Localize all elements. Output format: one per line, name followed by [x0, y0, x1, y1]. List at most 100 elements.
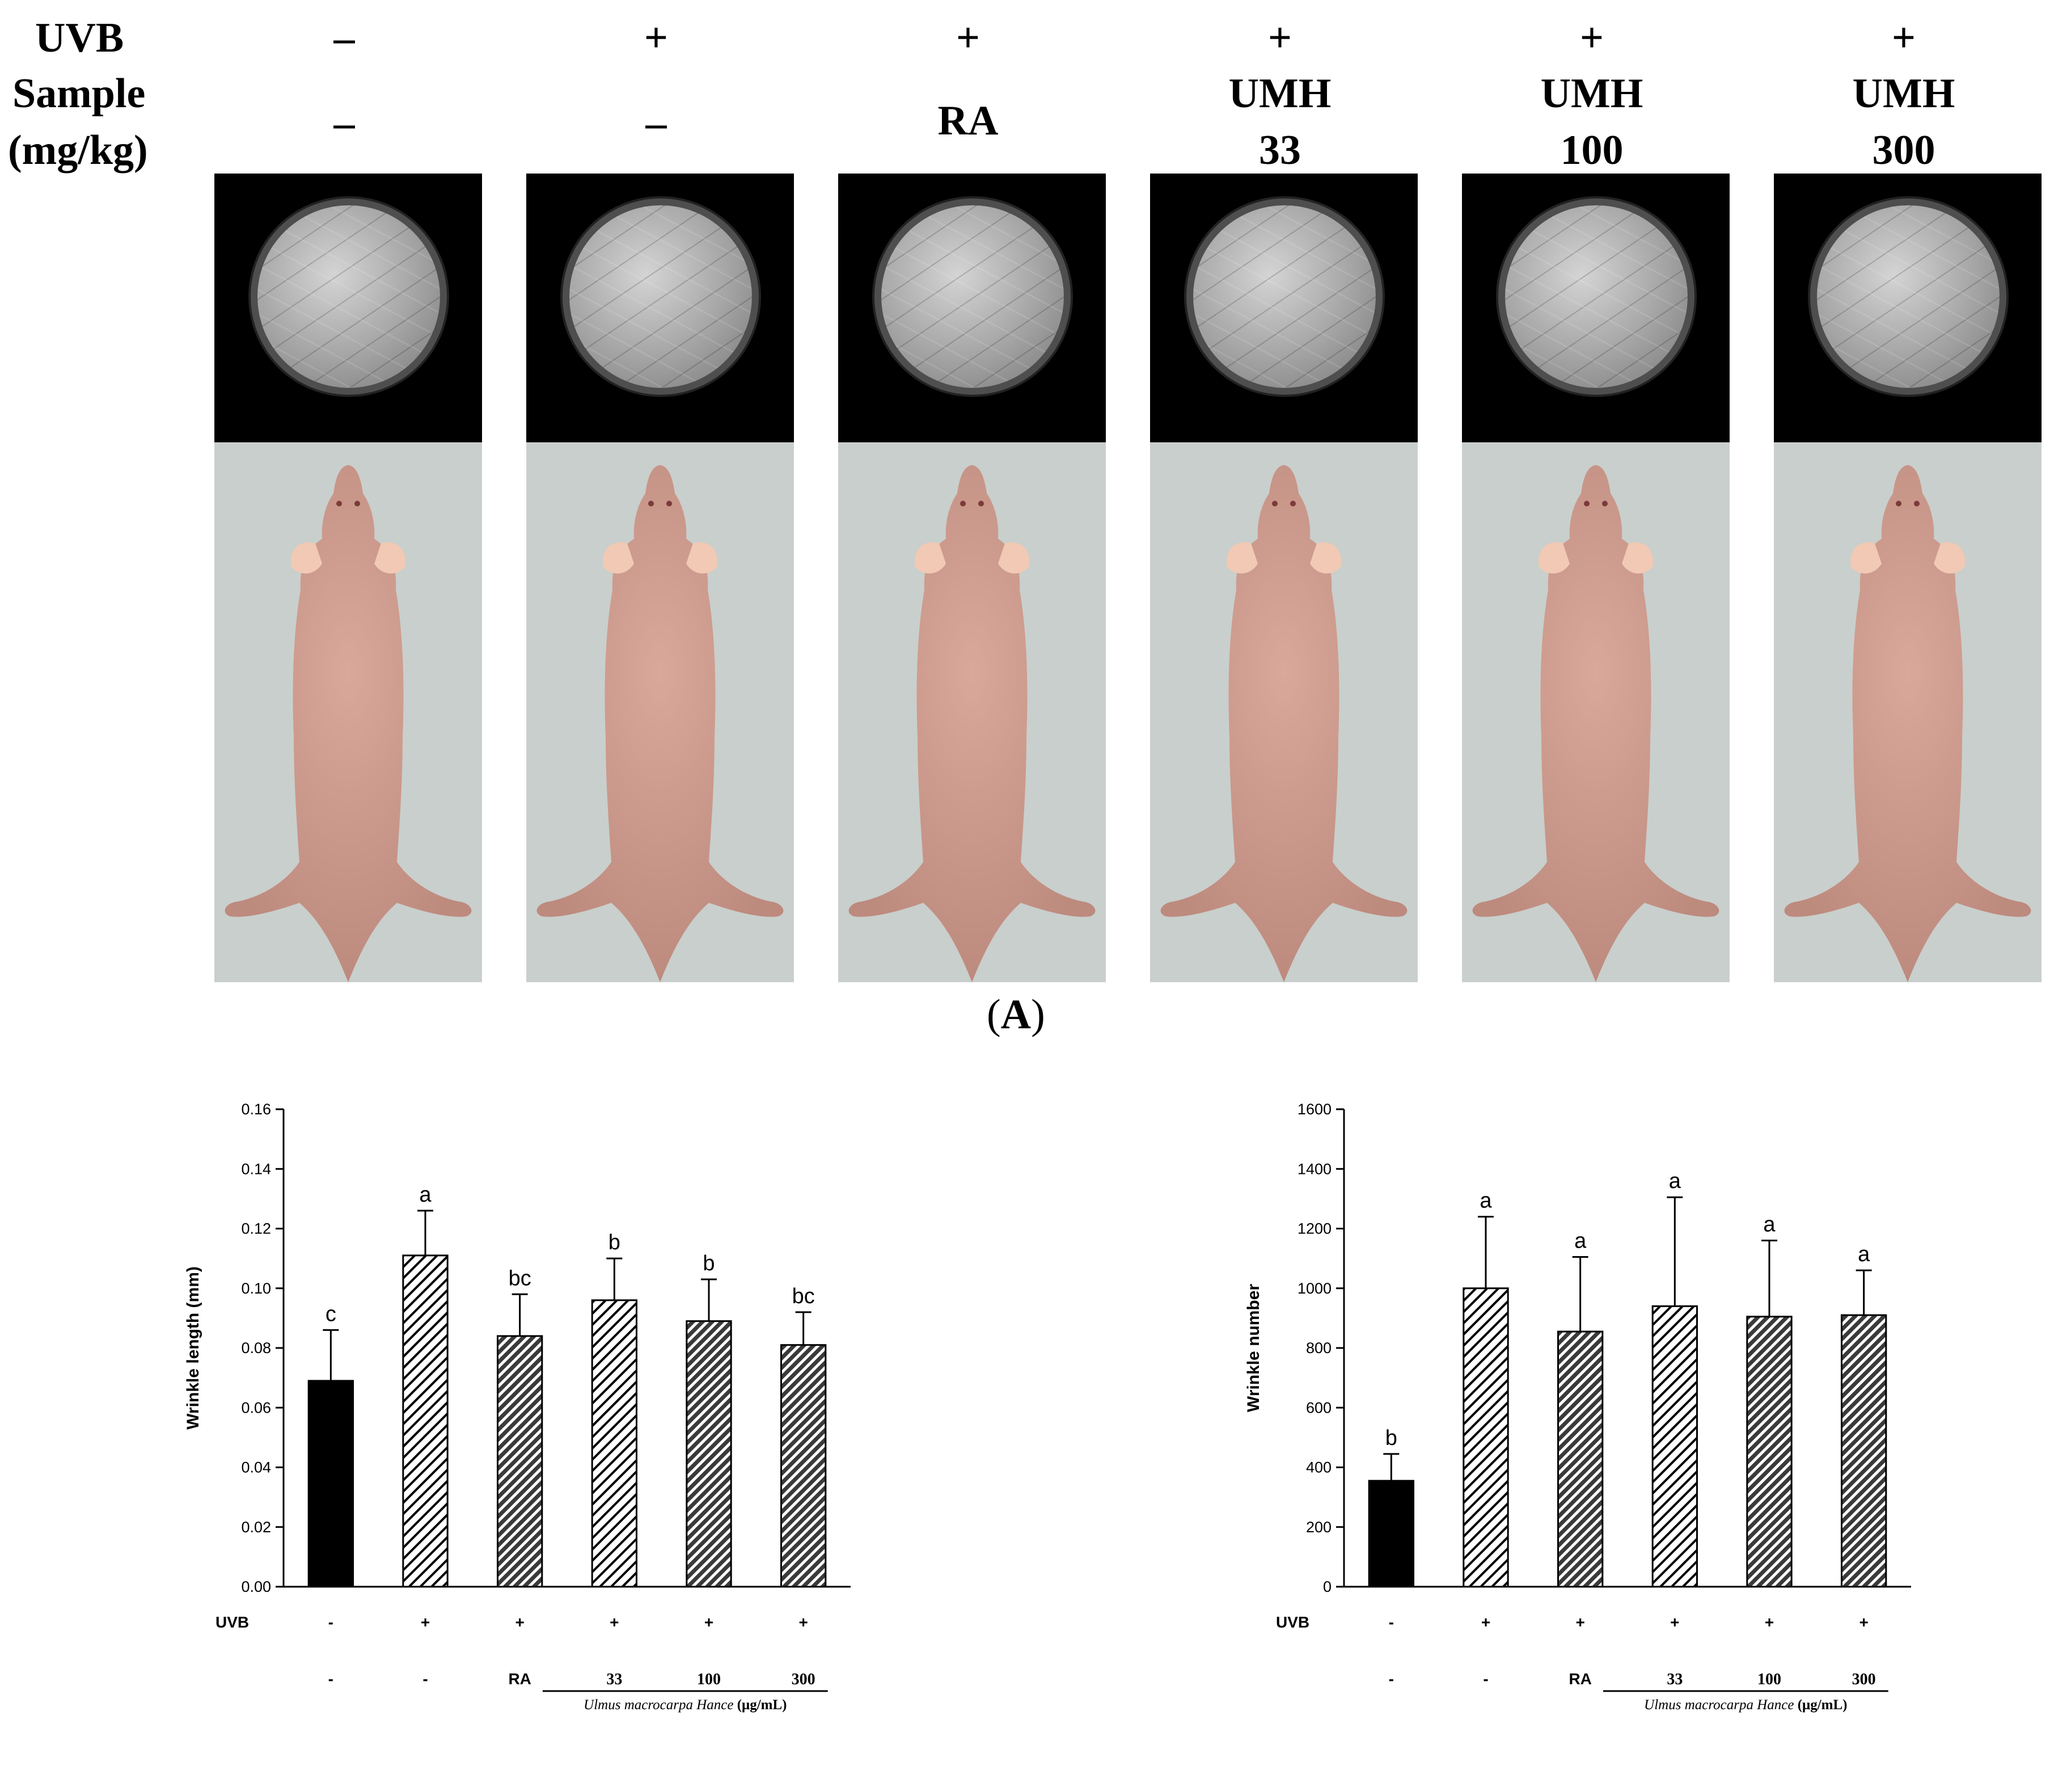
- skin-replica-image: [1774, 174, 2042, 442]
- y-tick-label: 0.08: [241, 1339, 271, 1356]
- col5-sample: UMH: [1540, 70, 1643, 117]
- chart-c: 0 200 400 600 800 1000 1200 1400 1600 Wrinkle num…: [1244, 1101, 1911, 1718]
- uvb-value: +: [515, 1613, 524, 1631]
- uvb-value: +: [610, 1613, 619, 1631]
- col1-uvb: –: [333, 15, 355, 61]
- col4-sample: UMH: [1228, 70, 1332, 117]
- y-tick-label: 0.16: [241, 1101, 271, 1118]
- bar: [1746, 1316, 1793, 1588]
- y-tick-label: 0.02: [241, 1519, 271, 1536]
- col6-uvb: +: [1891, 15, 1916, 61]
- skin-replica-image: [214, 174, 482, 442]
- y-tick-label: 0.06: [241, 1399, 271, 1416]
- uvb-value: +: [1765, 1613, 1774, 1631]
- sample-value: -: [422, 1670, 428, 1688]
- sample-value: 33: [606, 1671, 622, 1688]
- significance-letter: b: [608, 1231, 620, 1254]
- y-tick-label: 600: [1306, 1399, 1332, 1416]
- y-tick-label: 1200: [1298, 1220, 1332, 1237]
- bar: [686, 1320, 732, 1588]
- chart-b: 0.00 0.02 0.04 0.06 0.08 0.10 0.12 0.14 0.16 Wrin…: [184, 1101, 851, 1718]
- col3-dose: RA: [937, 98, 999, 144]
- panel-caption: (C): [1576, 1717, 1634, 1718]
- panel-caption: (B): [517, 1717, 573, 1718]
- sample-value: RA: [1569, 1670, 1591, 1688]
- uvb-value: +: [798, 1613, 808, 1631]
- y-tick-label: 0.00: [241, 1578, 271, 1595]
- mouse-photo: [1150, 442, 1418, 982]
- group-label: Ulmus macrocarpa Hance (μg/mL): [1644, 1697, 1847, 1713]
- significance-letter: b: [1385, 1426, 1397, 1450]
- sample-row-label: Sample: [12, 70, 146, 117]
- group-label: Ulmus macrocarpa Hance (μg/mL): [584, 1697, 787, 1713]
- bar: [591, 1299, 638, 1588]
- col3-uvb: +: [956, 15, 980, 61]
- uvb-value: +: [1575, 1613, 1584, 1631]
- uvb-value: +: [704, 1613, 713, 1631]
- mouse-photo: [214, 442, 482, 982]
- significance-letter: a: [1574, 1229, 1587, 1253]
- sample-value: -: [328, 1670, 333, 1688]
- col6-sample: UMH: [1852, 70, 1955, 117]
- y-tick-label: 400: [1306, 1459, 1332, 1476]
- col2-dose: –: [645, 100, 667, 146]
- sample-value: -: [1483, 1670, 1488, 1688]
- uvb-value: -: [1389, 1613, 1394, 1631]
- mouse-panel-4: [1150, 174, 1418, 982]
- sample-value: -: [1389, 1670, 1394, 1688]
- uvb-value: -: [328, 1613, 333, 1631]
- mouse-panel-6: [1774, 174, 2042, 982]
- sample-value: 300: [1852, 1671, 1876, 1688]
- mouse-photo: [1774, 442, 2042, 982]
- col6-dose: 300: [1872, 127, 1935, 174]
- mouse-panel-2: [526, 174, 794, 982]
- y-axis-label: Wrinkle length (mm): [184, 1266, 202, 1430]
- y-tick-label: 1000: [1298, 1280, 1332, 1297]
- mouse-photo: [1462, 442, 1730, 982]
- uvb-value: +: [1859, 1613, 1868, 1631]
- col5-dose: 100: [1560, 127, 1624, 174]
- col4-uvb: +: [1267, 15, 1292, 61]
- skin-replica-image: [1462, 174, 1730, 442]
- bar: [780, 1344, 827, 1588]
- bar: [1368, 1480, 1414, 1588]
- mouse-panel-3: [838, 174, 1106, 982]
- uvb-value: +: [1670, 1613, 1679, 1631]
- y-tick-label: 0: [1323, 1578, 1332, 1595]
- uvb-value: +: [1481, 1613, 1490, 1631]
- y-tick-label: 1400: [1298, 1160, 1332, 1177]
- bar: [497, 1335, 543, 1588]
- y-tick-label: 800: [1306, 1339, 1332, 1356]
- mouse-panel-1: [214, 174, 482, 982]
- significance-letter: a: [1480, 1189, 1492, 1212]
- y-tick-label: 0.04: [241, 1459, 271, 1476]
- significance-letter: a: [419, 1183, 432, 1207]
- significance-letter: a: [1763, 1213, 1776, 1237]
- significance-letter: bc: [792, 1284, 815, 1308]
- mouse-panel-5: [1462, 174, 1730, 982]
- uvb-row-label: UVB: [35, 15, 124, 61]
- uvb-row-label: UVB: [215, 1613, 249, 1631]
- caption-a: (A): [987, 991, 1045, 1038]
- skin-replica-image: [526, 174, 794, 442]
- y-tick-label: 200: [1306, 1519, 1332, 1536]
- col1-dose: –: [333, 100, 355, 146]
- col5-uvb: +: [1579, 15, 1604, 61]
- sample-value: 100: [697, 1671, 721, 1688]
- y-tick-label: 0.14: [241, 1160, 271, 1177]
- significance-letter: a: [1669, 1169, 1681, 1193]
- col4-dose: 33: [1259, 127, 1301, 174]
- sample-value: RA: [508, 1670, 531, 1688]
- skin-replica-image: [1150, 174, 1418, 442]
- significance-letter: bc: [509, 1266, 531, 1290]
- y-tick-label: 1600: [1298, 1101, 1332, 1118]
- mouse-photo: [526, 442, 794, 982]
- uvb-value: +: [421, 1613, 430, 1631]
- y-axis-label: Wrinkle number: [1244, 1284, 1263, 1412]
- significance-letter: b: [703, 1252, 715, 1275]
- bar: [1557, 1330, 1604, 1588]
- unit-row-label: (mg/kg): [8, 127, 148, 174]
- skin-replica-image: [838, 174, 1106, 442]
- y-tick-label: 0.12: [241, 1220, 271, 1237]
- sample-value: 33: [1667, 1671, 1683, 1688]
